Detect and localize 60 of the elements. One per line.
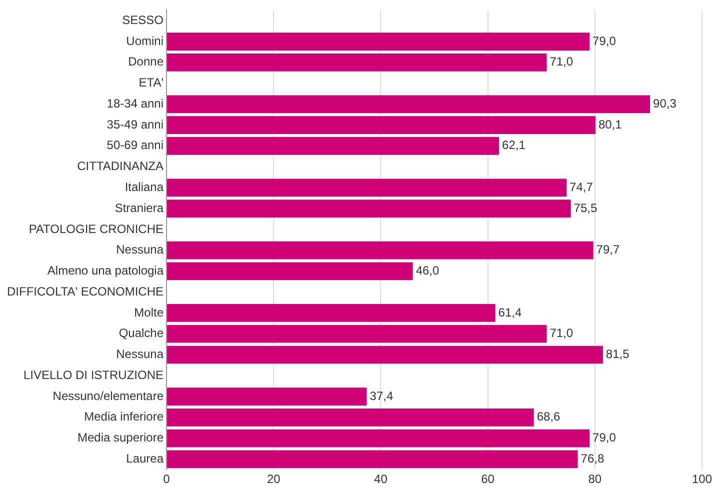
data-label: 68,6 <box>536 410 561 424</box>
data-label: 75,5 <box>574 200 598 215</box>
bar <box>167 241 594 260</box>
y-tick-label: DIFFICOLTA' ECONOMICHE <box>7 284 164 298</box>
data-label: 81,5 <box>606 347 630 362</box>
bar <box>167 95 650 114</box>
data-label: 79,0 <box>592 34 616 48</box>
data-label: 79,0 <box>592 430 616 445</box>
bar <box>167 429 590 448</box>
x-tick-label: 100 <box>692 472 712 486</box>
y-tick-label: Media superiore <box>77 430 164 445</box>
y-tick-label: Nessuno/elementare <box>52 388 164 403</box>
data-label: 62,1 <box>502 138 526 152</box>
y-tick-label: Laurea <box>126 451 164 466</box>
bar <box>167 32 590 50</box>
data-label: 74,7 <box>570 180 594 194</box>
y-tick-label: Nessuna <box>116 347 164 362</box>
y-tick-label: Straniera <box>114 200 164 215</box>
data-label: 71,0 <box>550 54 574 69</box>
data-label: 90,3 <box>653 96 677 110</box>
data-label: 37,4 <box>370 388 394 403</box>
y-tick-label: Qualche <box>118 326 164 340</box>
y-tick-label: Molte <box>134 305 164 320</box>
bar <box>167 53 547 72</box>
y-tick-label: PATOLOGIE CRONICHE <box>28 222 164 236</box>
data-label: 79,7 <box>596 242 620 257</box>
y-tick-label: ETA' <box>138 76 164 90</box>
x-tick-label: 80 <box>588 472 602 486</box>
bar <box>167 388 367 406</box>
bar <box>167 200 571 218</box>
bar <box>167 450 578 468</box>
data-label: 46,0 <box>416 264 440 278</box>
y-tick-label: LIVELLO DI ISTRUZIONE <box>23 368 164 382</box>
bar <box>167 408 534 426</box>
bar <box>167 178 567 197</box>
bar <box>167 137 500 155</box>
bar <box>167 324 547 343</box>
x-tick-label: 20 <box>266 472 281 486</box>
x-tick-label: 0 <box>163 472 170 486</box>
bar <box>167 346 603 364</box>
y-tick-label: SESSO <box>122 12 164 27</box>
y-tick-label: Italiana <box>124 180 164 194</box>
y-tick-label: Donne <box>128 54 164 69</box>
y-tick-label: Nessuna <box>116 242 164 257</box>
y-tick-label: Almeno una patologia <box>47 264 164 278</box>
x-tick-label: 40 <box>374 472 388 486</box>
data-label: 71,0 <box>550 326 574 340</box>
bar <box>167 262 413 280</box>
data-label: 76,8 <box>580 451 604 466</box>
y-tick-label: 35-49 anni <box>106 117 164 132</box>
y-tick-label: 50-69 anni <box>106 138 164 152</box>
bar <box>167 304 496 322</box>
bar <box>167 116 596 134</box>
data-label: 80,1 <box>598 117 622 132</box>
y-tick-label: Media inferiore <box>84 410 164 424</box>
x-tick-label: 60 <box>481 472 495 486</box>
y-tick-label: CITTADINANZA <box>77 159 164 174</box>
y-tick-label: 18-34 anni <box>106 96 164 110</box>
data-label: 61,4 <box>498 305 522 320</box>
y-tick-label: Uomini <box>126 34 164 48</box>
